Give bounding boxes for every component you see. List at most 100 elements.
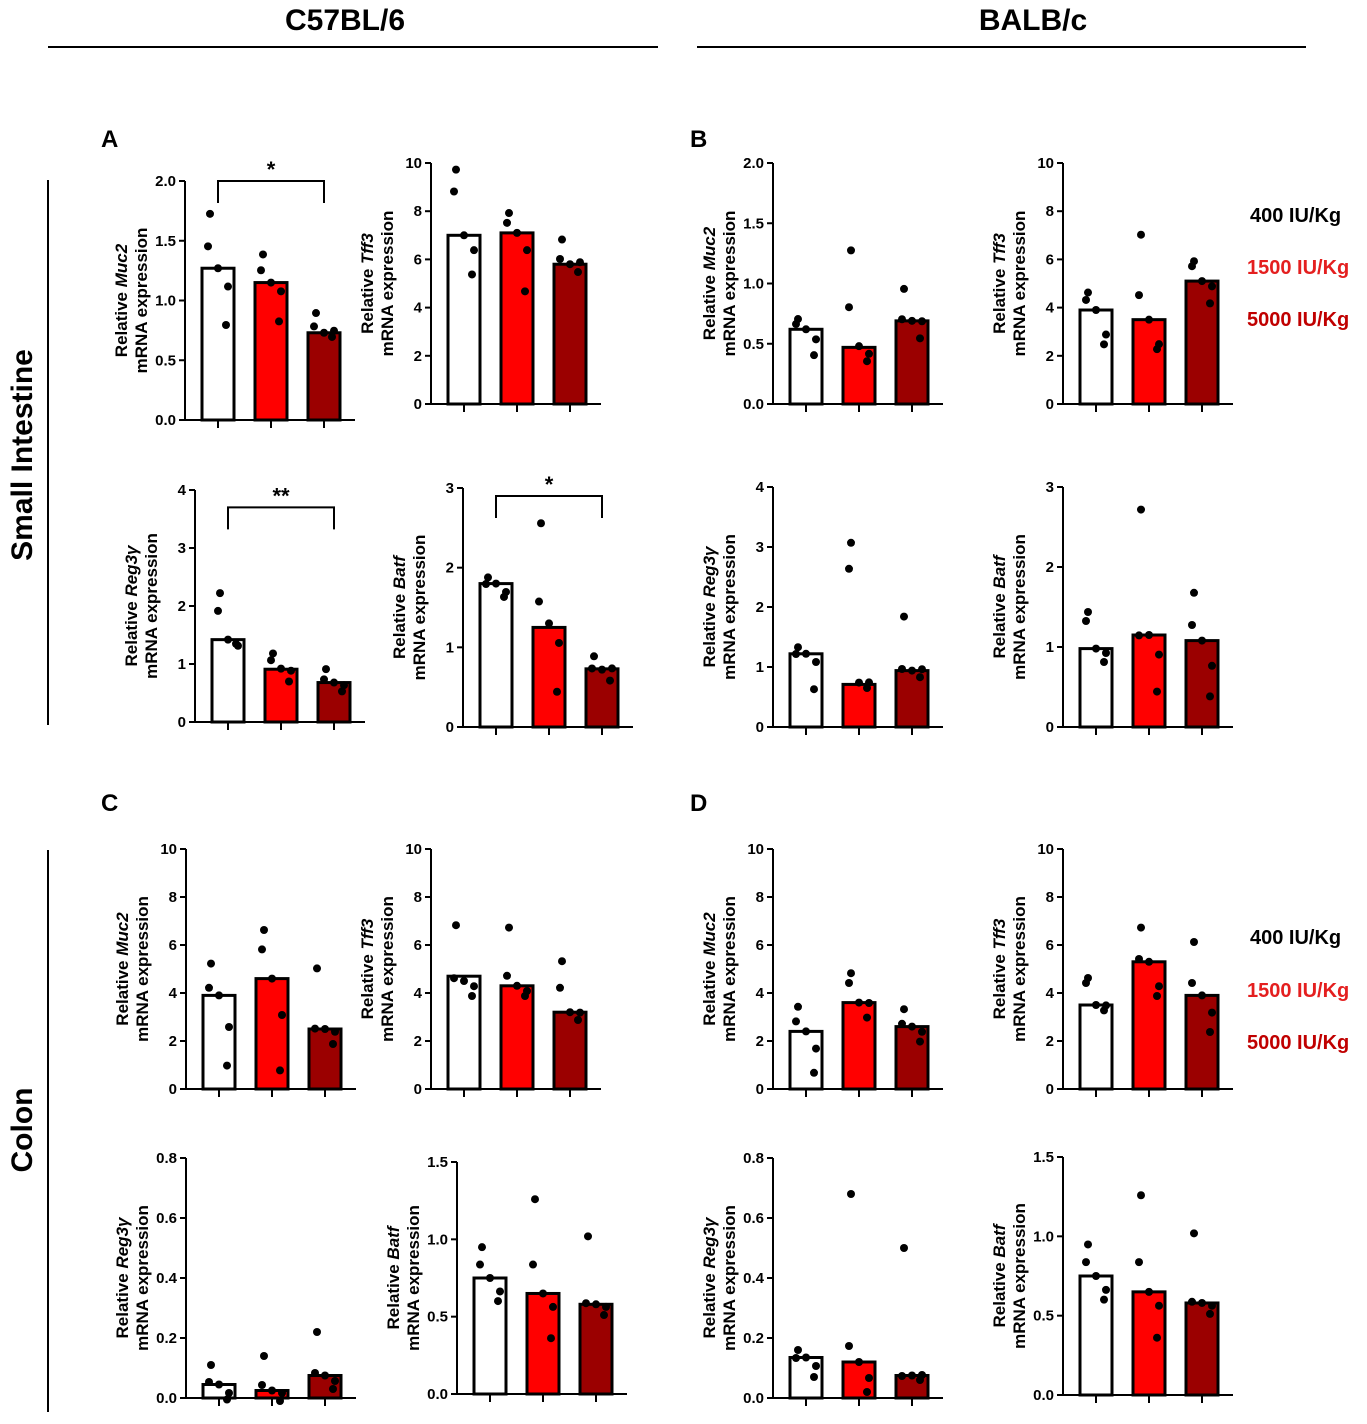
y-tick-label-b4-1: 1 bbox=[1046, 639, 1054, 656]
point-d4-g3-3 bbox=[1198, 1298, 1206, 1307]
point-a4-g3-3 bbox=[598, 665, 606, 674]
point-d3-g1-4 bbox=[812, 1362, 820, 1370]
chart-c2: 0 2 4 6 8 10 Relative Tff3mRNA expression bbox=[358, 841, 601, 1098]
point-a1-g2-1 bbox=[259, 250, 267, 259]
y-label-b3: Relative Reg3γmRNA expression bbox=[700, 534, 739, 680]
y-tick-label-d2-3: 6 bbox=[1046, 937, 1054, 954]
point-b2-g1-3 bbox=[1092, 306, 1100, 315]
y-tick-label-b2-5: 10 bbox=[1037, 155, 1054, 172]
point-a2-g2-2 bbox=[503, 218, 511, 227]
point-a3-g1-5 bbox=[232, 639, 240, 648]
y-tick-label-a1-0: 0.0 bbox=[155, 412, 176, 429]
point-b2-g2-3 bbox=[1145, 315, 1153, 324]
point-b1-g2-3 bbox=[855, 342, 863, 351]
point-b4-g2-1 bbox=[1137, 505, 1145, 514]
point-a2-g1-5 bbox=[468, 270, 476, 279]
point-b3-g1-3 bbox=[802, 649, 810, 658]
y-tick-label-d3-2: 0.4 bbox=[743, 1270, 765, 1287]
point-d2-g2-1 bbox=[1137, 923, 1145, 932]
y-label-prefix-a3: Relative bbox=[122, 597, 141, 667]
y-tick-label-b2-3: 6 bbox=[1046, 251, 1054, 268]
point-b1-g3-2 bbox=[898, 315, 906, 324]
y-label-gene-c4: Batf bbox=[384, 1224, 403, 1259]
legend-5000-bottom: 5000 IU/Kg bbox=[1247, 1032, 1350, 1054]
point-c4-g1-5 bbox=[494, 1297, 502, 1306]
point-b1-g1-2 bbox=[792, 320, 800, 329]
point-c3-g3-4 bbox=[331, 1377, 339, 1385]
point-c4-g1-3 bbox=[486, 1274, 494, 1282]
y-tick-label-b4-0: 0 bbox=[1046, 719, 1054, 736]
point-a3-g2-3 bbox=[277, 664, 285, 673]
point-b1-g1-4 bbox=[812, 335, 820, 344]
point-b4-g1-5 bbox=[1100, 658, 1108, 666]
point-d4-g3-1 bbox=[1190, 1229, 1198, 1238]
y-label-c2: Relative Tff3mRNA expression bbox=[358, 896, 397, 1042]
y-label-gene-a1: Muc2 bbox=[112, 243, 131, 287]
point-a1-g3-1 bbox=[312, 309, 320, 318]
y-label-unit-d1: mRNA expression bbox=[720, 896, 739, 1042]
point-b4-g3-4 bbox=[1208, 661, 1216, 670]
bar-b4-g2 bbox=[1131, 633, 1167, 729]
point-c3-g3-5 bbox=[329, 1385, 337, 1393]
y-label-unit-a3: mRNA expression bbox=[142, 533, 161, 679]
point-c2-g1-2 bbox=[450, 974, 458, 983]
point-c3-g1-3 bbox=[215, 1380, 223, 1389]
sig-label-a1-0: * bbox=[267, 157, 276, 182]
point-b2-g3-5 bbox=[1206, 299, 1214, 308]
point-c1-g3-2 bbox=[311, 1024, 319, 1033]
point-d1-g1-2 bbox=[792, 1017, 800, 1026]
y-tick-label-a4-0: 0 bbox=[446, 719, 454, 736]
point-b4-g3-1 bbox=[1190, 588, 1198, 597]
point-d4-g3-5 bbox=[1206, 1309, 1214, 1318]
y-tick-label-d1-3: 6 bbox=[756, 937, 764, 954]
y-label-c4: Relative BatfmRNA expression bbox=[384, 1205, 423, 1351]
point-c1-g1-2 bbox=[205, 983, 213, 992]
point-d2-g1-3 bbox=[1092, 1001, 1100, 1009]
point-d1-g3-2 bbox=[898, 1019, 906, 1028]
point-c1-g3-4 bbox=[331, 1027, 339, 1036]
y-tick-label-a3-0: 0 bbox=[178, 714, 186, 731]
y-tick-label-a1-3: 1.5 bbox=[155, 233, 176, 250]
bar-c1-g3 bbox=[307, 1027, 343, 1091]
bar-b2-g2 bbox=[1131, 318, 1167, 406]
point-b3-g3-4 bbox=[918, 665, 926, 674]
point-a3-g3-4 bbox=[340, 681, 348, 690]
y-label-prefix-c2: Relative bbox=[358, 949, 377, 1019]
y-tick-label-b3-3: 3 bbox=[756, 539, 764, 556]
point-b3-g2-1 bbox=[847, 538, 855, 547]
y-label-unit-c1: mRNA expression bbox=[133, 896, 152, 1042]
y-tick-label-b1-1: 0.5 bbox=[743, 336, 764, 353]
point-a4-g2-1 bbox=[537, 519, 545, 528]
point-a4-g2-3 bbox=[545, 619, 553, 628]
y-tick-label-d4-2: 1.0 bbox=[1033, 1228, 1054, 1245]
point-c3-g3-2 bbox=[311, 1369, 319, 1377]
point-b1-g2-2 bbox=[845, 303, 853, 312]
point-a1-g2-2 bbox=[257, 266, 265, 275]
point-a2-g3-1 bbox=[558, 235, 566, 244]
y-label-c3: Relative Reg3γmRNA expression bbox=[113, 1205, 152, 1351]
point-a1-g1-3 bbox=[214, 264, 222, 273]
legend-1500-top: 1500 IU/Kg bbox=[1247, 257, 1350, 279]
sig-label-a3-0: ** bbox=[272, 483, 290, 508]
y-tick-label-d1-5: 10 bbox=[747, 841, 764, 858]
point-c4-g3-4 bbox=[602, 1302, 610, 1311]
y-label-gene-a4: Batf bbox=[390, 554, 409, 589]
point-d4-g1-5 bbox=[1100, 1295, 1108, 1304]
point-a2-g3-2 bbox=[556, 254, 564, 263]
point-c2-g2-2 bbox=[503, 971, 511, 980]
point-d4-g2-3 bbox=[1145, 1287, 1153, 1296]
point-c4-g3-2 bbox=[582, 1299, 590, 1308]
y-tick-label-c4-2: 1.0 bbox=[427, 1231, 448, 1248]
point-d1-g3-1 bbox=[900, 1005, 908, 1014]
y-tick-label-c3-0: 0.0 bbox=[156, 1390, 177, 1407]
point-c3-g1-1 bbox=[207, 1361, 215, 1369]
point-b2-g2-1 bbox=[1137, 230, 1145, 239]
point-b1-g3-1 bbox=[900, 284, 908, 293]
y-label-unit-b2: mRNA expression bbox=[1010, 211, 1029, 357]
point-c1-g1-1 bbox=[207, 959, 215, 968]
y-label-d3: Relative Reg3γmRNA expression bbox=[700, 1205, 739, 1351]
point-c2-g2-1 bbox=[505, 923, 513, 932]
y-tick-label-d3-3: 0.6 bbox=[743, 1210, 764, 1227]
y-tick-label-a1-4: 2.0 bbox=[155, 173, 176, 190]
